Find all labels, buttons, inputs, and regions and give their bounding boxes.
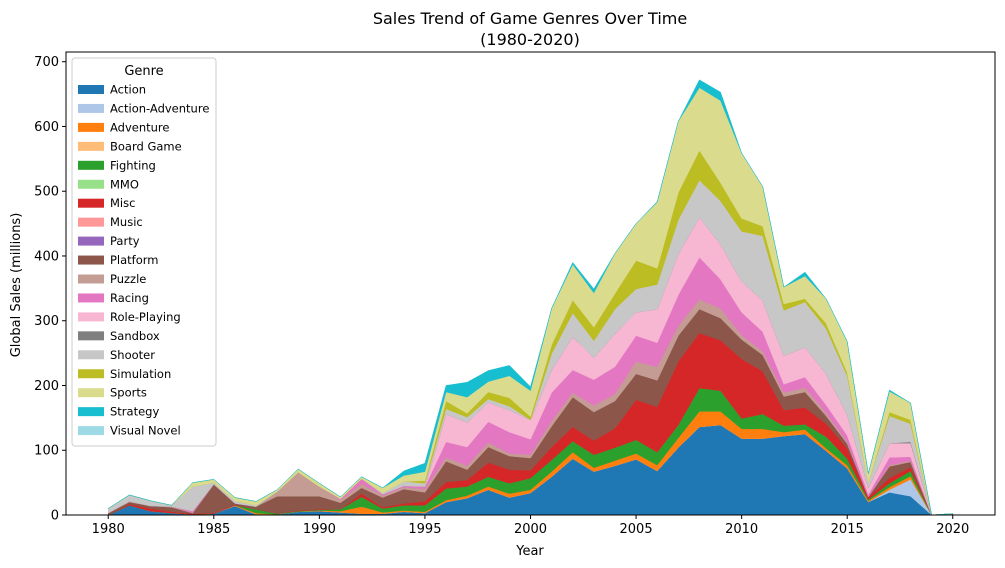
chart-title: Sales Trend of Game Genres Over Time xyxy=(373,9,687,28)
legend-label: Shooter xyxy=(110,348,155,362)
legend-label: Action xyxy=(110,83,146,97)
y-tick-label: 100 xyxy=(34,444,59,459)
y-axis-ticks: 0 100 200 300 400 500 600 700 xyxy=(34,55,66,524)
legend-swatch xyxy=(78,274,104,284)
legend-title: Genre xyxy=(124,64,163,79)
legend-label: Fighting xyxy=(110,158,156,172)
legend-label: Simulation xyxy=(110,367,171,381)
x-tick-label: 1985 xyxy=(197,522,230,537)
legend-swatch xyxy=(78,426,104,436)
x-axis-label: Year xyxy=(515,544,544,559)
area-series-group xyxy=(107,79,954,516)
x-tick-label: 1980 xyxy=(92,522,125,537)
legend-box xyxy=(71,57,217,447)
x-tick-label: 2020 xyxy=(936,522,969,537)
legend-label: Board Game xyxy=(110,139,182,153)
legend-label: Platform xyxy=(110,253,159,267)
legend-label: Role-Playing xyxy=(110,310,181,324)
y-tick-label: 600 xyxy=(34,120,59,135)
x-tick-label: 2000 xyxy=(514,522,547,537)
legend-swatch xyxy=(78,350,104,360)
legend-items: Action Action-Adventure Adventure Board Gam… xyxy=(78,83,209,438)
legend-label: Music xyxy=(110,215,143,229)
legend-swatch xyxy=(78,331,104,341)
legend-label: Party xyxy=(110,234,140,248)
legend-swatch xyxy=(78,369,104,379)
x-tick-label: 2015 xyxy=(831,522,864,537)
y-axis-label: Global Sales (millions) xyxy=(9,213,24,358)
y-tick-label: 0 xyxy=(51,509,59,524)
legend-swatch xyxy=(78,407,104,417)
legend-swatch xyxy=(78,141,104,151)
y-tick-label: 200 xyxy=(34,379,59,394)
x-axis-ticks: 1980 1985 1990 1995 2000 2005 2010 2015 2020 xyxy=(92,515,969,537)
legend-swatch xyxy=(78,312,104,322)
legend-label: Visual Novel xyxy=(110,424,181,438)
legend-label: Sandbox xyxy=(110,329,160,343)
legend-label: Adventure xyxy=(110,120,169,134)
x-tick-label: 1990 xyxy=(303,522,336,537)
legend-swatch xyxy=(78,160,104,170)
x-tick-label: 2010 xyxy=(725,522,758,537)
chart-subtitle: (1980-2020) xyxy=(480,30,580,49)
legend-label: MMO xyxy=(110,177,139,191)
legend-swatch xyxy=(78,179,104,189)
y-tick-label: 300 xyxy=(34,314,59,329)
legend-swatch xyxy=(78,236,104,246)
x-tick-label: 1995 xyxy=(408,522,441,537)
legend-swatch xyxy=(78,103,104,113)
legend-label: Misc xyxy=(110,196,135,210)
y-tick-label: 500 xyxy=(34,185,59,200)
x-tick-label: 2005 xyxy=(620,522,653,537)
y-tick-label: 400 xyxy=(34,249,59,264)
legend-swatch xyxy=(78,388,104,398)
legend-label: Action-Adventure xyxy=(110,101,209,115)
legend-swatch xyxy=(78,198,104,208)
legend-swatch xyxy=(78,255,104,265)
legend-swatch xyxy=(78,85,104,94)
legend: Genre Action Action-Adventure Adventure Boa… xyxy=(71,57,217,447)
legend-swatch xyxy=(78,122,104,132)
legend-swatch xyxy=(78,217,104,227)
legend-label: Puzzle xyxy=(110,272,146,286)
legend-swatch xyxy=(78,293,104,303)
legend-label: Sports xyxy=(110,386,147,400)
legend-label: Strategy xyxy=(110,405,159,419)
y-tick-label: 700 xyxy=(34,55,59,70)
legend-label: Racing xyxy=(110,291,149,305)
